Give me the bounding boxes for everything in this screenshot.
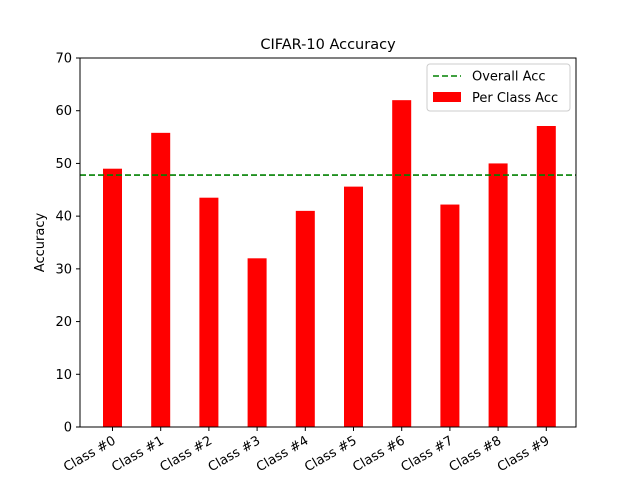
legend-overall-label: Overall Acc [472,70,546,85]
bar-6 [392,100,412,428]
bars-group [103,100,556,428]
x-tick-label: Class #2 [158,433,215,475]
x-tick-label: Class #6 [350,433,407,475]
bar-4 [295,210,315,427]
x-tick-label: Class #7 [399,433,456,475]
bar-3 [247,258,267,427]
plot-frame [79,57,577,428]
bar-1 [151,132,171,427]
bar-5 [344,186,363,427]
y-tick-label: 60 [55,104,72,119]
y-tick-label: 20 [55,315,72,330]
bar-9 [536,126,556,427]
x-tick-label: Class #0 [61,433,118,475]
y-tick-label: 10 [55,368,72,383]
y-axis-ticks: 0 10 20 30 40 50 60 70 [55,52,80,436]
legend-per-class-label: Per Class Acc [472,91,558,106]
chart-title: CIFAR-10 Accuracy [260,37,396,53]
x-tick-label: Class #9 [495,433,552,475]
x-tick-label: Class #5 [302,433,359,475]
bar-2 [199,197,219,427]
x-tick-label: Class #3 [206,433,263,475]
y-tick-label: 70 [55,52,72,67]
y-tick-label: 50 [55,157,72,172]
y-axis-label: Accuracy [33,213,48,273]
x-tick-label: Class #1 [109,433,166,475]
legend: Overall Acc Per Class Acc [426,63,571,112]
legend-box [426,63,571,112]
x-tick-label: Class #8 [447,433,504,475]
bar-7 [440,204,460,427]
y-tick-label: 40 [55,210,72,225]
y-tick-label: 0 [64,421,72,436]
bar-8 [488,163,508,427]
bar-0 [103,168,122,427]
legend-per-class-swatch [433,92,461,102]
x-tick-label: Class #4 [254,433,311,475]
y-tick-label: 30 [55,262,72,277]
